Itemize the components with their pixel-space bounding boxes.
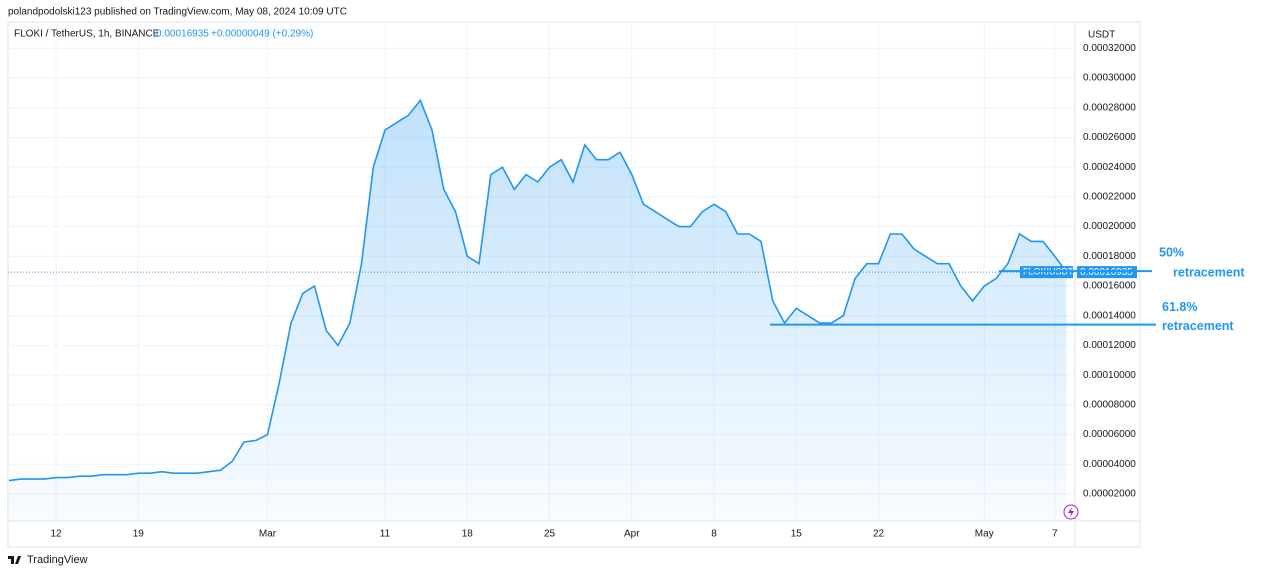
x-tick-label: 15 bbox=[791, 529, 803, 540]
x-tick-label: Mar bbox=[259, 529, 277, 540]
alert-bolt bbox=[1068, 507, 1074, 517]
price-label: 0.00016935 bbox=[1080, 267, 1133, 278]
y-tick-label: 0.00002000 bbox=[1083, 489, 1136, 500]
y-tick-label: 0.00030000 bbox=[1083, 73, 1136, 84]
header: polandpodolski123 published on TradingVi… bbox=[8, 7, 347, 18]
x-tick-label: May bbox=[975, 529, 994, 540]
annotation-text: 50% bbox=[1159, 245, 1184, 259]
plot bbox=[8, 98, 1075, 521]
currency: USDT bbox=[1088, 30, 1115, 41]
x-tick-label: 8 bbox=[711, 529, 717, 540]
x-tick-label: 11 bbox=[380, 529, 391, 540]
x-tick-label: 18 bbox=[462, 529, 474, 540]
y-tick-label: 0.00026000 bbox=[1083, 132, 1136, 143]
price: 0.00016935 bbox=[156, 29, 209, 40]
annotation-text: retracement bbox=[1173, 265, 1245, 279]
y-tick-label: 0.00032000 bbox=[1083, 43, 1136, 54]
annotation-text: 61.8% bbox=[1162, 300, 1197, 314]
chart-frame bbox=[7, 21, 1141, 548]
x-tick-label: 22 bbox=[873, 529, 885, 540]
y-tick-label: 0.00020000 bbox=[1083, 221, 1136, 232]
axes: 0.00002000 0.00004000 0.00006000 0.00008000… bbox=[50, 43, 1245, 540]
y-tick-label: 0.00012000 bbox=[1083, 340, 1136, 351]
y-tick-label: 0.00028000 bbox=[1083, 102, 1136, 113]
logo bbox=[8, 556, 21, 564]
y-tick-label: 0.00014000 bbox=[1083, 310, 1136, 321]
y-tick-label: 0.00024000 bbox=[1083, 162, 1136, 173]
footer: TradingView bbox=[27, 554, 88, 566]
annotation-text: retracement bbox=[1162, 319, 1234, 333]
y-tick-label: 0.00004000 bbox=[1083, 459, 1136, 470]
x-tick-label: 25 bbox=[544, 529, 556, 540]
y-tick-label: 0.00022000 bbox=[1083, 192, 1136, 203]
x-tick-label: 12 bbox=[50, 529, 62, 540]
y-tick-label: 0.00006000 bbox=[1083, 429, 1136, 440]
x-tick-label: 7 bbox=[1052, 529, 1058, 540]
y-tick-label: 0.00010000 bbox=[1083, 370, 1136, 381]
y-tick-label: 0.00008000 bbox=[1083, 399, 1136, 410]
y-tick-label: 0.00018000 bbox=[1083, 251, 1136, 262]
line bbox=[8, 98, 1068, 482]
area bbox=[9, 100, 1067, 521]
chart-title: FLOKI / TetherUS, 1h, BINANCE bbox=[14, 29, 160, 40]
y-tick-label: 0.00016000 bbox=[1083, 281, 1136, 292]
x-tick-label: 19 bbox=[133, 529, 145, 540]
x-tick-label: Apr bbox=[624, 529, 640, 540]
currency-box bbox=[1082, 27, 1118, 43]
change: +0.00000049 (+0.29%) bbox=[211, 29, 313, 40]
